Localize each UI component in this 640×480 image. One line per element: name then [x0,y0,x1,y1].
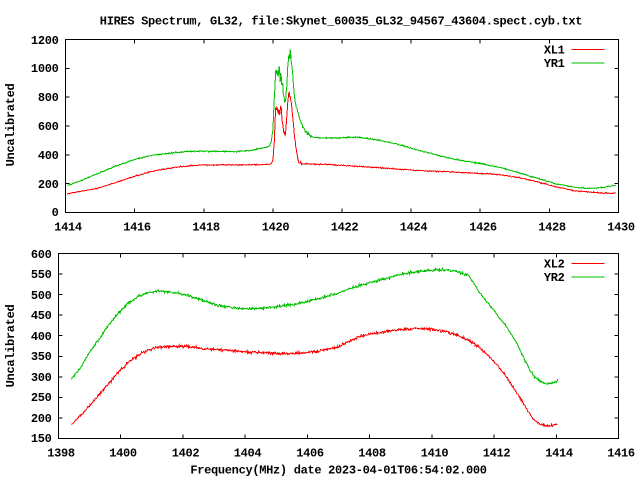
svg-text:1200: 1200 [31,34,59,48]
svg-text:1424: 1424 [400,221,428,235]
svg-text:YR2: YR2 [544,271,565,285]
svg-text:300: 300 [31,371,52,385]
svg-text:150: 150 [31,432,52,446]
svg-text:600: 600 [38,120,59,134]
svg-text:450: 450 [31,309,52,323]
svg-text:1416: 1416 [607,447,635,461]
svg-text:1420: 1420 [262,221,290,235]
svg-text:1412: 1412 [483,447,511,461]
svg-text:600: 600 [31,248,52,262]
svg-text:Uncalibrated: Uncalibrated [4,305,18,388]
svg-text:1418: 1418 [192,221,220,235]
svg-text:1398: 1398 [47,447,75,461]
svg-text:1410: 1410 [421,447,449,461]
svg-text:400: 400 [38,149,59,163]
svg-text:1416: 1416 [123,221,151,235]
svg-text:1408: 1408 [358,447,386,461]
svg-text:Uncalibrated: Uncalibrated [4,84,18,167]
svg-text:1426: 1426 [469,221,497,235]
svg-text:1000: 1000 [31,62,59,76]
svg-text:1428: 1428 [538,221,566,235]
svg-text:1400: 1400 [109,447,137,461]
svg-text:0: 0 [52,206,59,220]
svg-text:YR1: YR1 [544,57,565,71]
svg-text:XL2: XL2 [544,258,565,272]
svg-text:Frequency(MHz) date 2023-04-01: Frequency(MHz) date 2023-04-01T06:54:02.… [190,464,486,478]
svg-text:1406: 1406 [296,447,324,461]
svg-text:250: 250 [31,391,52,405]
svg-text:550: 550 [31,268,52,282]
svg-text:500: 500 [31,289,52,303]
svg-text:200: 200 [38,178,59,192]
svg-text:1422: 1422 [331,221,359,235]
svg-text:800: 800 [38,91,59,105]
svg-text:1402: 1402 [172,447,200,461]
svg-text:HIRES Spectrum, GL32, file:Sky: HIRES Spectrum, GL32, file:Skynet_60035_… [100,15,582,29]
svg-text:200: 200 [31,412,52,426]
svg-text:350: 350 [31,350,52,364]
svg-text:1414: 1414 [545,447,573,461]
svg-text:1404: 1404 [234,447,262,461]
svg-text:400: 400 [31,330,52,344]
svg-text:XL1: XL1 [544,44,565,58]
svg-text:1430: 1430 [607,221,635,235]
svg-text:1414: 1414 [54,221,82,235]
